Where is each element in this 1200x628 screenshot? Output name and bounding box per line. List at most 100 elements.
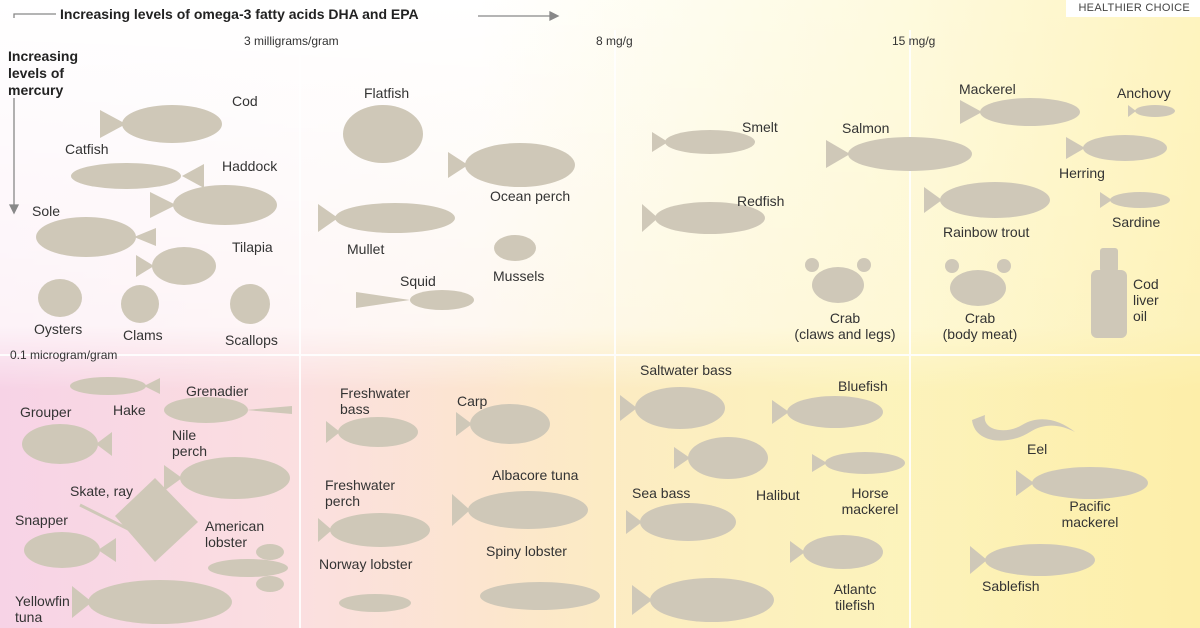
label-grenadier: Grenadier bbox=[186, 383, 249, 399]
cod-liver-oil-bottle-icon bbox=[1091, 248, 1127, 338]
american-lobster-icon bbox=[208, 544, 288, 592]
skate-ray-icon bbox=[79, 478, 198, 562]
atlantic-tilefish-fish-icon bbox=[790, 535, 883, 569]
y-axis-arrow bbox=[8, 98, 20, 215]
sablefish-fish-icon bbox=[970, 544, 1095, 576]
spiny-lobster-icon bbox=[480, 582, 600, 610]
freshwater-perch-fish-icon bbox=[318, 513, 430, 547]
hake-fish-icon bbox=[70, 377, 160, 395]
label-grouper: Grouper bbox=[20, 404, 72, 420]
saltwater-bass-fish-icon bbox=[620, 387, 725, 429]
crab-body-icon bbox=[945, 259, 1011, 306]
eel-icon bbox=[972, 415, 1075, 441]
salmon-fish-icon bbox=[826, 137, 972, 171]
x-axis-title: Increasing levels of omega-3 fatty acids… bbox=[60, 6, 419, 22]
healthier-choice-badge: HEALTHIER CHOICE bbox=[1066, 0, 1200, 17]
x-tick-8mg: 8 mg/g bbox=[596, 34, 633, 48]
label-carp: Carp bbox=[457, 393, 488, 409]
label-sablefish: Sablefish bbox=[982, 578, 1040, 594]
yellowfin-tuna-fish-icon bbox=[72, 580, 232, 624]
label-horse-mackerel: Horse mackerel bbox=[841, 485, 899, 517]
label-norway-lobster: Norway lobster bbox=[319, 556, 413, 572]
label-clams: Clams bbox=[123, 327, 163, 343]
label-skate-ray: Skate, ray bbox=[70, 483, 134, 499]
label-salmon: Salmon bbox=[842, 120, 890, 136]
label-smelt: Smelt bbox=[742, 119, 778, 135]
haddock-fish-icon bbox=[150, 185, 277, 225]
scallop-icon bbox=[230, 284, 270, 324]
label-mussels: Mussels bbox=[493, 268, 545, 284]
label-oysters: Oysters bbox=[34, 321, 83, 337]
label-scallops: Scallops bbox=[225, 332, 278, 348]
label-catfish: Catfish bbox=[65, 141, 109, 157]
label-freshwater-bass: Freshwater bass bbox=[340, 385, 411, 417]
label-bluefish: Bluefish bbox=[838, 378, 888, 394]
silhouettes bbox=[22, 98, 1175, 624]
horse-mackerel-fish-icon bbox=[812, 452, 905, 474]
label-herring: Herring bbox=[1059, 165, 1105, 181]
label-cod-liver-oil: Cod liver oil bbox=[1133, 276, 1159, 324]
label-eel: Eel bbox=[1027, 441, 1048, 457]
label-crab-body: Crab (body meat) bbox=[942, 310, 1018, 342]
flatfish-fish-icon bbox=[343, 105, 423, 163]
label-halibut: Halibut bbox=[756, 487, 800, 503]
label-mullet: Mullet bbox=[347, 241, 385, 257]
mussel-icon bbox=[494, 235, 536, 261]
x-tick-3mg: 3 milligrams/gram bbox=[244, 34, 339, 48]
grid-dividers bbox=[0, 30, 1200, 628]
anchovy-fish-icon bbox=[1128, 105, 1175, 117]
label-cod: Cod bbox=[232, 93, 258, 109]
mullet-fish-icon bbox=[318, 203, 455, 233]
label-haddock: Haddock bbox=[222, 158, 278, 174]
herring-fish-icon bbox=[1066, 135, 1167, 161]
nile-perch-fish-icon bbox=[164, 457, 290, 499]
y-tick-0.1mcg: 0.1 microgram/gram bbox=[10, 348, 118, 362]
halibut-fish-icon bbox=[674, 437, 768, 479]
sole-fish-icon bbox=[36, 217, 156, 257]
label-hake: Hake bbox=[113, 402, 146, 418]
label-mackerel: Mackerel bbox=[959, 81, 1016, 97]
label-tilapia: Tilapia bbox=[232, 239, 273, 255]
sardine-fish-icon bbox=[1100, 192, 1170, 208]
label-anchovy: Anchovy bbox=[1117, 85, 1171, 101]
label-snapper: Snapper bbox=[15, 512, 68, 528]
redfish-fish-icon bbox=[642, 202, 765, 234]
label-rainbow-trout: Rainbow trout bbox=[943, 224, 1030, 240]
catfish-fish-icon bbox=[71, 163, 204, 189]
label-saltwater-bass: Saltwater bass bbox=[640, 362, 732, 378]
label-sea-bass: Sea bass bbox=[632, 485, 691, 501]
smelt-fish-icon bbox=[652, 130, 755, 154]
squid-icon bbox=[356, 290, 474, 310]
tuna-bottom-fish-icon bbox=[632, 578, 774, 622]
label-flatfish: Flatfish bbox=[364, 85, 410, 101]
label-spiny-lobster: Spiny lobster bbox=[486, 543, 567, 559]
label-american-lobster: American lobster bbox=[205, 518, 265, 550]
y-axis-title: Increasing levels of mercury bbox=[8, 48, 79, 98]
label-ocean-perch: Ocean perch bbox=[490, 188, 571, 204]
pacific-mackerel-fish-icon bbox=[1016, 467, 1148, 499]
label-sardine: Sardine bbox=[1112, 214, 1161, 230]
label-squid: Squid bbox=[400, 273, 436, 289]
crab-claws-icon bbox=[805, 258, 871, 303]
snapper-fish-icon bbox=[24, 532, 116, 568]
x-axis-arrow bbox=[13, 10, 560, 22]
label-crab-claws: Crab (claws and legs) bbox=[794, 310, 896, 342]
bluefish-fish-icon bbox=[772, 396, 883, 428]
norway-lobster-icon bbox=[339, 594, 411, 612]
label-freshwater-perch: Freshwater perch bbox=[325, 477, 396, 509]
label-redfish: Redfish bbox=[737, 193, 785, 209]
grouper-fish-icon bbox=[22, 424, 112, 464]
label-nile-perch: Nile perch bbox=[172, 427, 208, 459]
grenadier-fish-icon bbox=[164, 397, 292, 423]
oyster-icon bbox=[38, 279, 82, 317]
freshwater-bass-fish-icon bbox=[326, 417, 418, 447]
clam-icon bbox=[121, 285, 159, 323]
mackerel-fish-icon bbox=[960, 98, 1080, 126]
tilapia-fish-icon bbox=[136, 247, 216, 285]
label-atlantic-tilefish: Atlantc tilefish bbox=[833, 581, 877, 613]
x-tick-15mg: 15 mg/g bbox=[892, 34, 936, 48]
label-pacific-mackerel: Pacific mackerel bbox=[1061, 498, 1119, 530]
label-yellowfin-tuna: Yellowfin tuna bbox=[15, 593, 70, 625]
albacore-tuna-fish-icon bbox=[452, 491, 588, 529]
